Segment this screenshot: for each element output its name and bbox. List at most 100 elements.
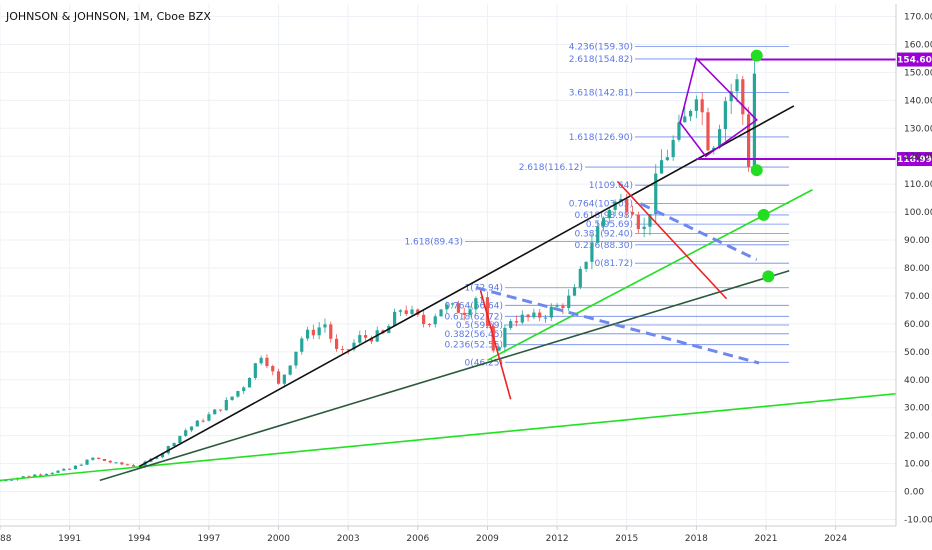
fib-label: 0.382(92.40) [574, 229, 633, 239]
y-tick-label: 120.00 [904, 152, 932, 162]
candle-body [433, 316, 437, 325]
candle-body [131, 465, 136, 467]
candle-body [189, 426, 194, 431]
candle-body [671, 139, 675, 158]
candle-body [503, 327, 507, 348]
candle-body [648, 214, 652, 227]
candle-body [323, 324, 327, 328]
y-tick-label: 110.00 [904, 180, 932, 190]
triangle-pattern [679, 56, 758, 158]
candle-body [253, 363, 257, 378]
candle-body [520, 314, 524, 323]
candle-body [259, 357, 263, 364]
candle-body [654, 173, 658, 215]
y-tick-label: 130.00 [904, 124, 932, 134]
candle-body [288, 365, 292, 375]
candle-body [393, 311, 397, 327]
y-tick-label: 100.00 [904, 208, 932, 218]
y-tick-label: 150.00 [904, 68, 932, 78]
candle-body [688, 110, 693, 117]
candle-body [567, 295, 571, 308]
fib-label: 0.236(88.30) [574, 241, 633, 251]
fib-label: 4.236(159.30) [569, 42, 633, 52]
x-tick-label: 2012 [546, 534, 569, 544]
candle-body [224, 400, 228, 411]
fib-label: 0.618(62.72) [444, 312, 503, 322]
candle-body [584, 261, 588, 269]
fib-label: 3.618(142.81) [569, 88, 633, 98]
candle-body [143, 461, 147, 468]
candle-body [694, 99, 698, 111]
markers [750, 49, 775, 283]
axes: -10.00 0.00 10.00 20.00 30.00 40.00 50.00 60.00… [0, 4, 932, 544]
candle-body [50, 472, 54, 474]
candle-body [456, 303, 461, 313]
candle-body [555, 305, 559, 307]
candle-body [613, 201, 617, 210]
candle-body [735, 79, 739, 92]
x-tick-label: 1991 [58, 534, 81, 544]
candle-body [184, 430, 188, 436]
fib-label: 0.5(95.69) [586, 220, 633, 230]
candle-body [329, 324, 333, 339]
candle-body [578, 268, 582, 288]
candle-body [172, 443, 176, 447]
candle-body [91, 457, 95, 460]
fib-label: 0.382(56.45) [444, 330, 503, 340]
candle-body [236, 391, 240, 397]
candle-body [358, 335, 362, 343]
candle-body [398, 310, 403, 312]
candle-body [4, 480, 8, 482]
y-tick-label: 90.00 [904, 236, 930, 246]
candle-body [160, 453, 165, 458]
trendline [475, 286, 760, 365]
candle-body [282, 374, 286, 384]
x-tick-label: 2009 [476, 534, 499, 544]
candle-body [717, 129, 722, 148]
candles [0, 60, 757, 482]
y-tick-label: 0.00 [904, 488, 924, 498]
candle-body [741, 79, 745, 115]
trendline [487, 189, 813, 361]
fib-label: 2.618(116.12) [519, 163, 583, 173]
candle-body [561, 305, 565, 308]
price-badge [897, 52, 932, 67]
candle-body [334, 338, 339, 349]
candle-body [514, 321, 519, 323]
candle-body [526, 314, 530, 318]
candle-body [636, 214, 640, 230]
y-tick-label: 40.00 [904, 376, 930, 386]
fib-label: 2.618(154.82) [569, 55, 633, 65]
candle-body [311, 329, 315, 336]
candle-body [752, 73, 757, 167]
candle-body [747, 114, 751, 167]
marker [750, 164, 763, 177]
candle-body [230, 396, 234, 401]
candle-body [410, 309, 414, 314]
candle-body [294, 351, 298, 366]
fib-label: 0.764(66.64) [444, 301, 503, 311]
candle-body [700, 99, 704, 113]
y-tick-label: 140.00 [904, 96, 932, 106]
x-tick-label: 2006 [406, 534, 429, 544]
y-tick-label: 80.00 [904, 264, 930, 274]
candle-body [126, 464, 130, 466]
candle-body [422, 314, 426, 325]
candle-body [62, 468, 66, 471]
chart-title: JOHNSON & JOHNSON, 1M, Cboe BZX [5, 10, 211, 23]
candle-body [218, 409, 223, 411]
candle-body [300, 338, 304, 352]
candle-body [155, 457, 159, 459]
candle-body [659, 160, 664, 174]
candle-body [102, 459, 107, 461]
candle-body [276, 371, 281, 384]
candle-body [590, 242, 594, 262]
candle-body [207, 414, 211, 421]
candle-body [10, 479, 14, 481]
candle-body [33, 474, 37, 477]
trendline [99, 270, 790, 482]
candle-body [195, 420, 199, 427]
fib-label: 0.5(59.59) [456, 321, 503, 331]
candle-body [439, 309, 443, 317]
trendline [479, 290, 512, 400]
